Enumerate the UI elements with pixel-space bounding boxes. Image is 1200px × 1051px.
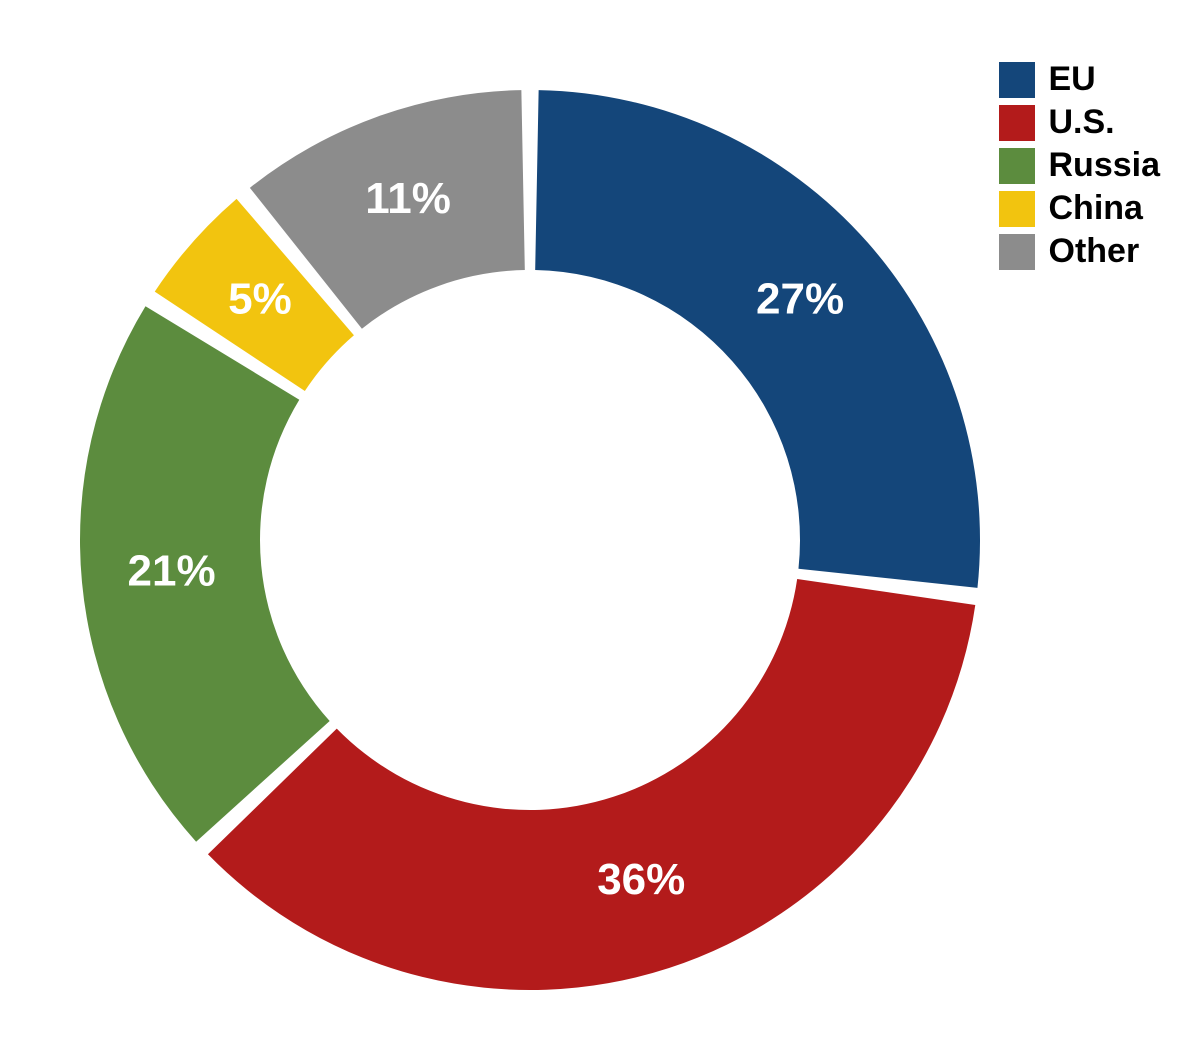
donut-slice [535, 90, 980, 588]
legend-swatch [999, 234, 1035, 270]
legend-label: U.S. [1049, 103, 1115, 142]
donut-svg: 27% 36% 21% 5% 11% [60, 40, 1020, 1040]
legend-swatch [999, 62, 1035, 98]
slice-label: 21% [128, 547, 216, 596]
legend-label: China [1049, 189, 1143, 228]
legend-item: EU [999, 60, 1161, 99]
legend-swatch [999, 191, 1035, 227]
slice-label: 36% [597, 855, 685, 904]
slice-label: 11% [365, 174, 451, 223]
slice-label: 27% [756, 275, 844, 324]
slice-label: 5% [228, 275, 292, 324]
legend: EU U.S. Russia China Other [999, 60, 1161, 275]
legend-item: China [999, 189, 1161, 228]
legend-item: U.S. [999, 103, 1161, 142]
legend-swatch [999, 105, 1035, 141]
legend-label: Russia [1049, 146, 1161, 185]
donut-slice [208, 579, 975, 990]
legend-item: Other [999, 232, 1161, 271]
legend-item: Russia [999, 146, 1161, 185]
legend-label: Other [1049, 232, 1140, 271]
legend-label: EU [1049, 60, 1096, 99]
legend-swatch [999, 148, 1035, 184]
donut-chart: 27% 36% 21% 5% 11% [60, 40, 1020, 1045]
